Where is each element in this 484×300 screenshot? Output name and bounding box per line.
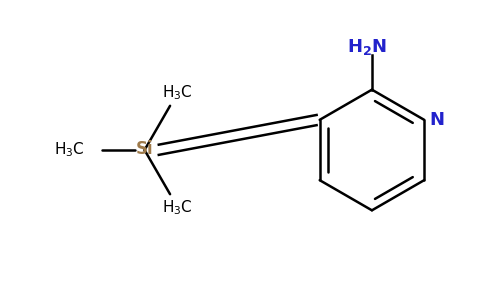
- Text: N: N: [430, 111, 445, 129]
- Text: H$_3$C: H$_3$C: [55, 141, 85, 159]
- Text: H$_3$C: H$_3$C: [162, 83, 193, 102]
- Text: $\mathbf{H_2N}$: $\mathbf{H_2N}$: [348, 37, 387, 57]
- Text: Si: Si: [136, 140, 153, 158]
- Text: H$_3$C: H$_3$C: [162, 198, 193, 217]
